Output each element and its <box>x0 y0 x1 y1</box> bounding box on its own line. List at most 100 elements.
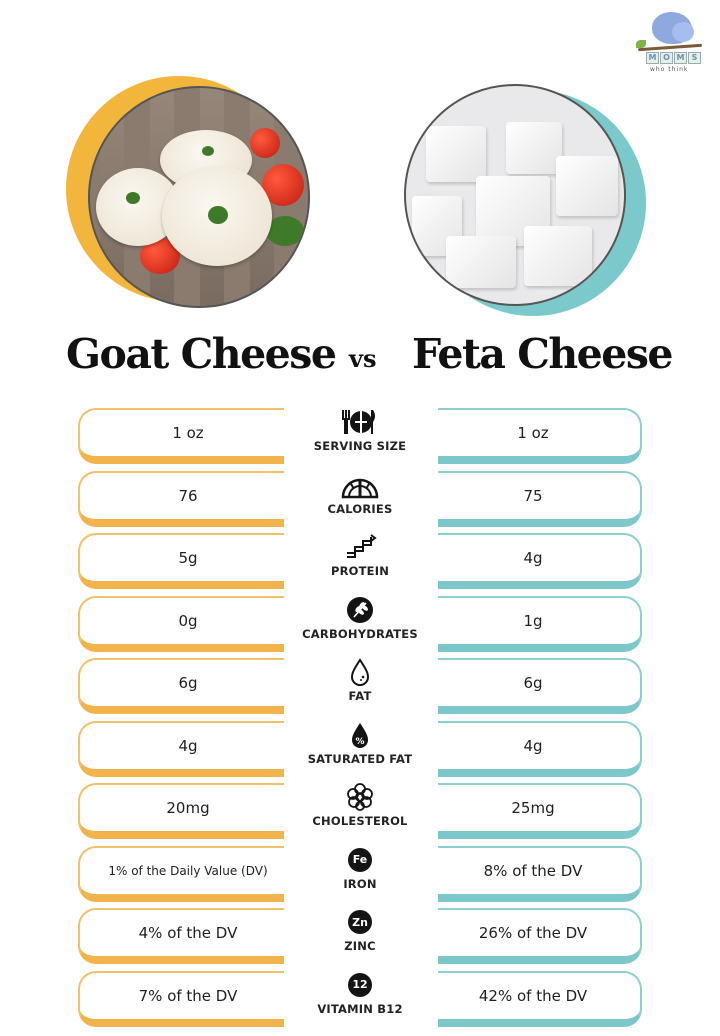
goat-cheese-image <box>88 86 310 308</box>
logo-letter: M <box>674 52 687 64</box>
svg-text:%: % <box>355 737 364 747</box>
feta-value: 75 <box>523 486 543 505</box>
logo-letter-blocks: M O M S <box>646 52 701 64</box>
nutrient-name: IRON <box>343 876 377 891</box>
goat-value-card: 7% of the DV <box>78 970 284 1027</box>
feta-value-card: 6g <box>438 658 642 714</box>
comparison-title: Goat Cheese vs Feta Cheese <box>0 330 720 390</box>
moms-who-think-logo: M O M S who think <box>632 8 710 74</box>
row-fat: 6g FAT 6g <box>0 655 720 718</box>
nutrient-name: FAT <box>348 689 372 703</box>
row-cholesterol: 20mg CHOLESTEROL 25mg <box>0 780 720 843</box>
goat-value-card: 1 oz <box>78 408 284 464</box>
nutrient-label: PROTEIN <box>296 532 424 592</box>
drop-icon <box>349 657 371 687</box>
nutrient-name: CALORIES <box>327 501 393 516</box>
feta-value-card: 4g <box>438 533 642 589</box>
nutrient-label: 12 VITAMIN B12 <box>296 970 424 1030</box>
goat-value: 4g <box>178 736 198 755</box>
feta-value-card: 8% of the DV <box>438 845 642 902</box>
feta-value: 25mg <box>511 799 555 817</box>
goat-value: 7% of the DV <box>138 986 238 1005</box>
feta-value: 4g <box>523 549 543 567</box>
feta-value: 8% of the DV <box>483 861 583 880</box>
percent-drop-icon: % <box>349 720 371 750</box>
goat-value-card: 20mg <box>78 783 284 839</box>
row-vitamin-b12: 7% of the DV 12 VITAMIN B12 42% of the D… <box>0 968 720 1031</box>
goat-value-card: 4% of the DV <box>78 908 284 964</box>
goat-value: 0g <box>178 611 198 630</box>
nutrient-name: ZINC <box>344 939 376 953</box>
row-zinc: 4% of the DV Zn ZINC 26% of the DV <box>0 905 720 968</box>
feta-value: 1 oz <box>517 424 549 442</box>
goat-value: 1 oz <box>172 424 204 442</box>
goat-value-card: 6g <box>78 658 284 714</box>
logo-letter: M <box>646 52 659 64</box>
nutrient-label: CARBOHYDRATES <box>296 595 424 655</box>
nutrient-name: VITAMIN B12 <box>317 1001 403 1016</box>
nutrient-name: CARBOHYDRATES <box>302 626 418 641</box>
zinc-badge-icon: Zn <box>348 910 372 934</box>
feta-value: 42% of the DV <box>478 986 588 1005</box>
nutrient-label: CALORIES <box>296 470 424 530</box>
goat-cheese-title: Goat Cheese <box>66 330 337 378</box>
utensils-plate-icon <box>342 407 378 437</box>
feta-value-card: 4g <box>438 720 642 777</box>
goat-value: 6g <box>178 674 198 692</box>
nutrient-label: Fe IRON <box>296 845 424 905</box>
leaf-icon <box>636 40 646 48</box>
nutrient-name: SERVING SIZE <box>313 439 407 453</box>
nutrient-label: Zn ZINC <box>296 907 424 967</box>
feta-value-card: 26% of the DV <box>438 908 642 964</box>
molecule-cluster-icon <box>345 782 375 812</box>
row-protein: 5g PROTEIN 4g <box>0 530 720 593</box>
logo-tagline: who think <box>650 66 689 73</box>
protein-helix-icon <box>343 532 377 562</box>
branch-decoration <box>637 43 703 52</box>
row-iron: 1% of the Daily Value (DV) Fe IRON 8% of… <box>0 843 720 906</box>
logo-letter: O <box>660 52 673 64</box>
nutrition-comparison-table: 1 oz SERVING SIZE 1 oz 76 CALORIES 75 5g… <box>0 405 720 1030</box>
row-calories: 76 CALORIES 75 <box>0 468 720 531</box>
goat-value-card: 5g <box>78 533 284 589</box>
logo-letter: S <box>688 52 701 64</box>
goat-value: 1% of the Daily Value (DV) <box>108 863 268 878</box>
gauge-icon <box>340 470 380 500</box>
b12-badge-icon: 12 <box>348 972 372 997</box>
vs-label: vs <box>349 344 377 373</box>
row-saturated-fat: 4g % SATURATED FAT 4g <box>0 718 720 781</box>
nutrient-label: % SATURATED FAT <box>296 720 424 780</box>
feta-value: 4g <box>523 736 543 755</box>
goat-value-card: 0g <box>78 595 284 652</box>
feta-value-card: 25mg <box>438 783 642 839</box>
goat-value: 5g <box>178 549 198 567</box>
nutrient-name: SATURATED FAT <box>307 751 413 766</box>
row-carbohydrates: 0g CARBOHYDRATES 1g <box>0 593 720 656</box>
feta-value: 6g <box>523 674 543 692</box>
nutrient-label: FAT <box>296 657 424 717</box>
nutrient-name: CHOLESTEROL <box>312 814 408 828</box>
goat-value: 20mg <box>166 799 210 817</box>
feta-value-card: 75 <box>438 470 642 527</box>
feta-value-card: 1g <box>438 595 642 652</box>
feta-value-card: 42% of the DV <box>438 970 642 1027</box>
row-serving-size: 1 oz SERVING SIZE 1 oz <box>0 405 720 468</box>
wheat-icon <box>346 595 374 625</box>
goat-value-card: 76 <box>78 470 284 527</box>
goat-cheese-photo <box>66 76 316 316</box>
feta-cheese-photo <box>400 78 650 318</box>
goat-value: 76 <box>178 486 198 505</box>
feta-value-card: 1 oz <box>438 408 642 464</box>
feta-value: 1g <box>523 611 543 630</box>
nutrient-label: CHOLESTEROL <box>296 782 424 842</box>
feta-cheese-image <box>404 84 626 306</box>
feta-cheese-title: Feta Cheese <box>412 330 674 378</box>
feta-value: 26% of the DV <box>478 924 588 942</box>
iron-badge-icon: Fe <box>348 847 372 872</box>
goat-value-card: 1% of the Daily Value (DV) <box>78 845 284 902</box>
bird-icon <box>672 22 694 42</box>
nutrient-name: PROTEIN <box>330 564 390 578</box>
nutrient-label: SERVING SIZE <box>296 407 424 467</box>
goat-value: 4% of the DV <box>138 924 238 942</box>
goat-value-card: 4g <box>78 720 284 777</box>
